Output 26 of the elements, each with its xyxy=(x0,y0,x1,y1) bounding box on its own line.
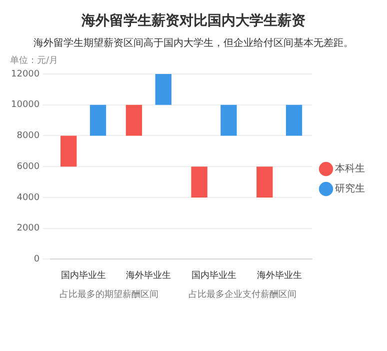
x-tick-label: 国内毕业生 xyxy=(60,270,106,281)
text: 占比最多的期望薪酬区间 xyxy=(58,288,160,301)
bar xyxy=(60,136,77,167)
chart-title: 海外留学生薪资对比国内大学生薪资 xyxy=(80,12,306,30)
x-tick-label: 海外毕业生 xyxy=(126,270,172,281)
y-tick-label: 8000 xyxy=(16,131,40,142)
y-tick-label: 12000 xyxy=(10,69,40,80)
y-tick-label: 10000 xyxy=(10,100,40,110)
y-tick-label: 2000 xyxy=(16,224,40,234)
bar xyxy=(90,104,106,136)
bar xyxy=(220,104,237,136)
bar xyxy=(191,166,208,198)
bar xyxy=(126,104,142,136)
legend-label: 本科生 xyxy=(335,162,365,175)
bar xyxy=(155,74,172,105)
y-tick-label: 0 xyxy=(34,254,40,265)
bar xyxy=(286,104,302,136)
legend-label: 研究生 xyxy=(335,182,365,195)
x-tick-label: 海外毕业生 xyxy=(256,270,302,281)
text: 占比最多企业支付薪酬区间 xyxy=(187,288,298,301)
y-axis-title: 单位：元/月 xyxy=(10,54,58,66)
y-tick-label: 6000 xyxy=(16,162,40,172)
y-tick-label: 4000 xyxy=(16,192,40,203)
chart-subtitle: 海外留学生期望薪资区间高于国内大学生，但企业给付区间基本无差距。 xyxy=(32,36,354,50)
bar xyxy=(256,166,273,198)
x-tick-label: 国内毕业生 xyxy=(191,270,236,281)
